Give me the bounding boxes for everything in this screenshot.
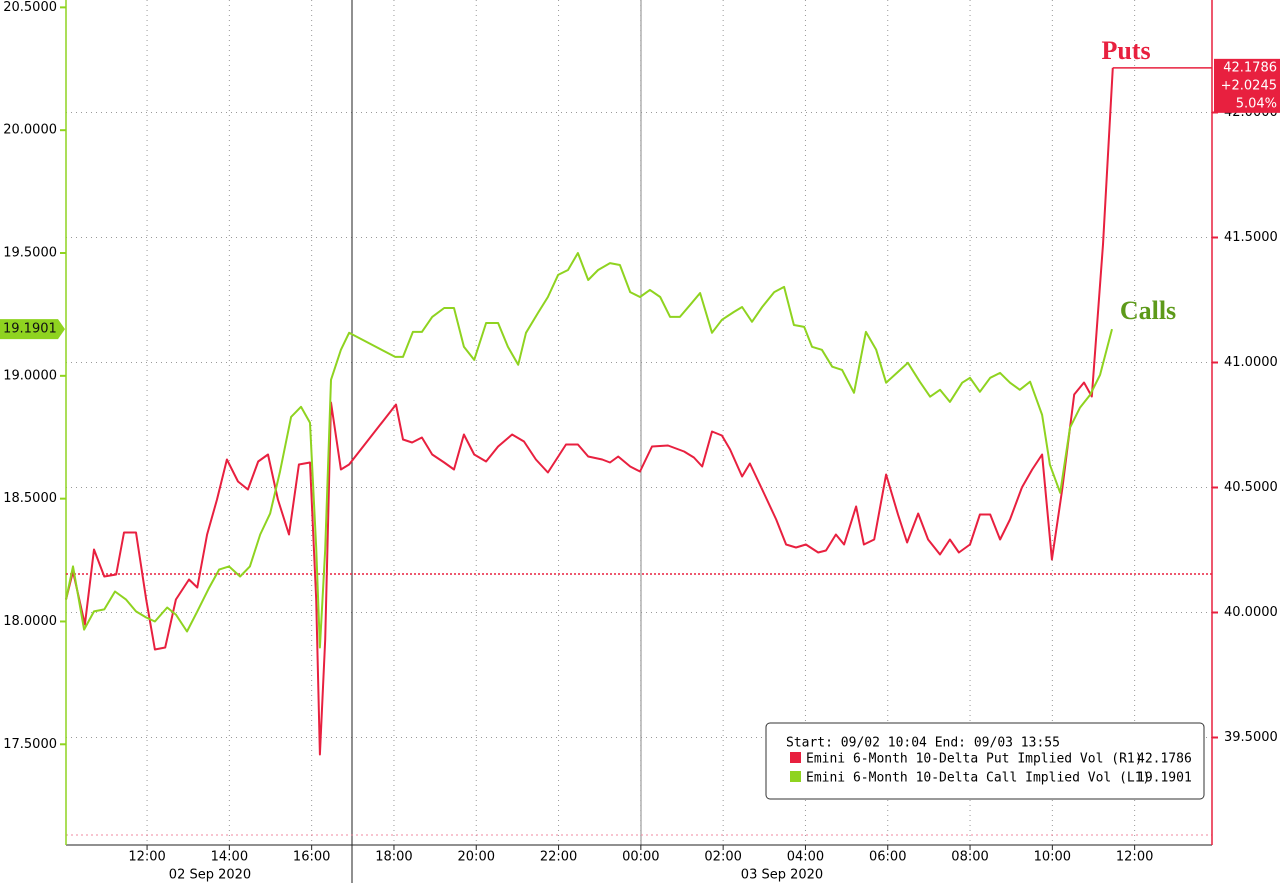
series-line (65, 252, 1113, 649)
x-tick-label: 10:00 (1034, 850, 1071, 865)
x-tick-label: 12:00 (1116, 850, 1153, 865)
legend-swatch (790, 752, 801, 763)
badge-value: 42.1786 (1223, 60, 1277, 75)
x-tick-label: 12:00 (128, 850, 165, 865)
legend-swatch (790, 771, 801, 782)
value-badge (0, 319, 65, 340)
y2-tick-label: 41.5000 (1224, 230, 1278, 245)
legend-header: Start: 09/02 10:04 End: 09/03 13:55 (786, 736, 1060, 751)
legend-value: 19.1901 (1137, 771, 1192, 786)
y-tick-label: 19.5000 (3, 246, 57, 261)
x-tick-label: 00:00 (622, 850, 659, 865)
x-tick-label: 04:00 (787, 850, 824, 865)
annotation: Puts (1101, 36, 1150, 65)
badge-change: +2.0245 (1221, 78, 1277, 93)
y-tick-label: 18.0000 (3, 614, 57, 629)
y2-tick-label: 40.5000 (1224, 480, 1278, 495)
y-tick-label: 20.5000 (3, 0, 57, 15)
x-tick-label: 18:00 (375, 850, 412, 865)
x-tick-label: 06:00 (869, 850, 906, 865)
x-tick-label: 16:00 (293, 850, 330, 865)
x-tick-label: 22:00 (540, 850, 577, 865)
y-tick-label: 19.0000 (3, 368, 57, 383)
badge-change-pct: 5.04% (1236, 96, 1277, 111)
legend-label: Emini 6-Month 10-Delta Call Implied Vol … (806, 771, 1150, 786)
y2-tick-label: 41.0000 (1224, 355, 1278, 370)
legend-value: 42.1786 (1137, 752, 1192, 767)
legend: Start: 09/02 10:04 End: 09/03 13:55 Emin… (765, 722, 1205, 800)
y2-tick-label: 39.5000 (1224, 730, 1278, 745)
series-line (65, 67, 1114, 756)
y-tick-label: 18.5000 (3, 491, 57, 506)
y-tick-label: 17.5000 (3, 737, 57, 752)
legend-label: Emini 6-Month 10-Delta Put Implied Vol (… (806, 752, 1143, 767)
day-label: 03 Sep 2020 (741, 868, 823, 883)
x-tick-label: 14:00 (211, 850, 248, 865)
annotation: Calls (1120, 296, 1176, 325)
x-tick-label: 02:00 (704, 850, 741, 865)
badge-value: 19.1901 (3, 322, 57, 337)
day-label: 02 Sep 2020 (169, 868, 251, 883)
legend-box (765, 722, 1205, 800)
y2-tick-label: 40.0000 (1224, 605, 1278, 620)
y-tick-label: 20.0000 (3, 123, 57, 138)
x-tick-label: 08:00 (951, 850, 988, 865)
value-badge (1214, 58, 1280, 113)
x-tick-label: 20:00 (458, 850, 495, 865)
